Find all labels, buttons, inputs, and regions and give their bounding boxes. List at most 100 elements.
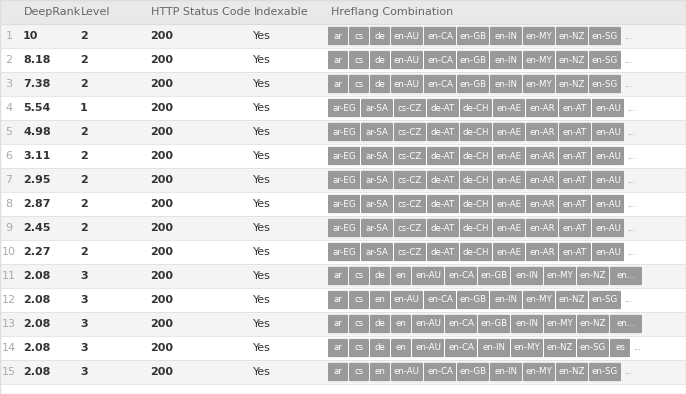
FancyBboxPatch shape bbox=[427, 219, 459, 237]
Text: ...: ... bbox=[624, 56, 632, 65]
FancyBboxPatch shape bbox=[391, 51, 423, 69]
Text: 2.08: 2.08 bbox=[23, 319, 50, 329]
FancyBboxPatch shape bbox=[391, 339, 411, 357]
FancyBboxPatch shape bbox=[328, 123, 360, 141]
Text: en-AT: en-AT bbox=[563, 223, 587, 232]
Text: en...: en... bbox=[617, 320, 635, 329]
FancyBboxPatch shape bbox=[526, 195, 558, 213]
Text: en-AU: en-AU bbox=[415, 320, 441, 329]
Text: ar-EG: ar-EG bbox=[332, 175, 356, 184]
FancyBboxPatch shape bbox=[610, 267, 642, 285]
FancyBboxPatch shape bbox=[460, 99, 492, 117]
Text: ar: ar bbox=[333, 344, 342, 353]
Text: en-IN: en-IN bbox=[482, 344, 506, 353]
FancyBboxPatch shape bbox=[370, 291, 390, 309]
FancyBboxPatch shape bbox=[544, 267, 576, 285]
FancyBboxPatch shape bbox=[592, 171, 624, 189]
FancyBboxPatch shape bbox=[457, 75, 489, 93]
Text: 200: 200 bbox=[150, 55, 173, 65]
FancyBboxPatch shape bbox=[460, 171, 492, 189]
FancyBboxPatch shape bbox=[361, 219, 393, 237]
Text: en-CA: en-CA bbox=[427, 80, 453, 89]
Text: de-CH: de-CH bbox=[463, 128, 489, 136]
Text: 200: 200 bbox=[150, 343, 173, 353]
FancyBboxPatch shape bbox=[526, 243, 558, 261]
FancyBboxPatch shape bbox=[328, 339, 348, 357]
FancyBboxPatch shape bbox=[559, 243, 591, 261]
Text: en-AR: en-AR bbox=[529, 223, 555, 232]
Text: ...: ... bbox=[627, 175, 635, 184]
FancyBboxPatch shape bbox=[526, 171, 558, 189]
Text: en-GB: en-GB bbox=[460, 296, 486, 305]
Text: ar: ar bbox=[333, 56, 342, 65]
Text: Yes: Yes bbox=[253, 127, 271, 137]
Text: en-AT: en-AT bbox=[563, 247, 587, 256]
Text: 200: 200 bbox=[150, 151, 173, 161]
Bar bbox=[0, 120, 686, 144]
Text: ...: ... bbox=[627, 199, 635, 208]
Text: de: de bbox=[375, 271, 386, 281]
Text: en-SG: en-SG bbox=[592, 80, 618, 89]
Text: ...: ... bbox=[627, 104, 635, 113]
Text: cs-CZ: cs-CZ bbox=[398, 152, 422, 160]
Text: Yes: Yes bbox=[253, 223, 271, 233]
FancyBboxPatch shape bbox=[394, 243, 426, 261]
Text: 2: 2 bbox=[80, 55, 88, 65]
Text: en-SG: en-SG bbox=[592, 56, 618, 65]
Text: ar-EG: ar-EG bbox=[332, 152, 356, 160]
Text: en-GB: en-GB bbox=[460, 80, 486, 89]
Bar bbox=[0, 360, 686, 384]
Text: es: es bbox=[615, 344, 625, 353]
Text: 2.08: 2.08 bbox=[23, 295, 50, 305]
FancyBboxPatch shape bbox=[370, 315, 390, 333]
Text: de-CH: de-CH bbox=[463, 175, 489, 184]
Text: 3: 3 bbox=[80, 271, 88, 281]
FancyBboxPatch shape bbox=[589, 51, 621, 69]
FancyBboxPatch shape bbox=[460, 219, 492, 237]
Text: Yes: Yes bbox=[253, 343, 271, 353]
FancyBboxPatch shape bbox=[328, 243, 360, 261]
Text: cs-CZ: cs-CZ bbox=[398, 223, 422, 232]
Text: en-AU: en-AU bbox=[595, 175, 621, 184]
FancyBboxPatch shape bbox=[394, 171, 426, 189]
FancyBboxPatch shape bbox=[328, 51, 348, 69]
Text: Yes: Yes bbox=[253, 31, 271, 41]
FancyBboxPatch shape bbox=[412, 267, 444, 285]
Text: Yes: Yes bbox=[253, 55, 271, 65]
Text: en-AE: en-AE bbox=[497, 199, 521, 208]
Text: en: en bbox=[396, 320, 406, 329]
FancyBboxPatch shape bbox=[427, 147, 459, 165]
Text: 2.87: 2.87 bbox=[23, 199, 51, 209]
Text: cs: cs bbox=[355, 271, 364, 281]
Text: 11: 11 bbox=[2, 271, 16, 281]
FancyBboxPatch shape bbox=[328, 195, 360, 213]
Text: en-IN: en-IN bbox=[495, 56, 517, 65]
Text: de-CH: de-CH bbox=[463, 104, 489, 113]
FancyBboxPatch shape bbox=[493, 171, 525, 189]
Text: Yes: Yes bbox=[253, 247, 271, 257]
Text: en-CA: en-CA bbox=[448, 344, 474, 353]
FancyBboxPatch shape bbox=[424, 291, 456, 309]
Bar bbox=[0, 192, 686, 216]
FancyBboxPatch shape bbox=[412, 315, 444, 333]
Bar bbox=[0, 336, 686, 360]
FancyBboxPatch shape bbox=[394, 99, 426, 117]
Text: en-MY: en-MY bbox=[525, 296, 552, 305]
Text: en-IN: en-IN bbox=[495, 368, 517, 377]
Text: de: de bbox=[375, 344, 386, 353]
FancyBboxPatch shape bbox=[544, 315, 576, 333]
FancyBboxPatch shape bbox=[592, 219, 624, 237]
FancyBboxPatch shape bbox=[457, 363, 489, 381]
Bar bbox=[0, 264, 686, 288]
Bar bbox=[0, 0, 686, 24]
Text: en-NZ: en-NZ bbox=[559, 80, 585, 89]
Text: en-IN: en-IN bbox=[515, 320, 539, 329]
FancyBboxPatch shape bbox=[523, 51, 555, 69]
FancyBboxPatch shape bbox=[460, 123, 492, 141]
Text: Yes: Yes bbox=[253, 151, 271, 161]
FancyBboxPatch shape bbox=[610, 339, 630, 357]
Text: 2.08: 2.08 bbox=[23, 271, 50, 281]
FancyBboxPatch shape bbox=[394, 123, 426, 141]
Text: 200: 200 bbox=[150, 175, 173, 185]
FancyBboxPatch shape bbox=[361, 243, 393, 261]
